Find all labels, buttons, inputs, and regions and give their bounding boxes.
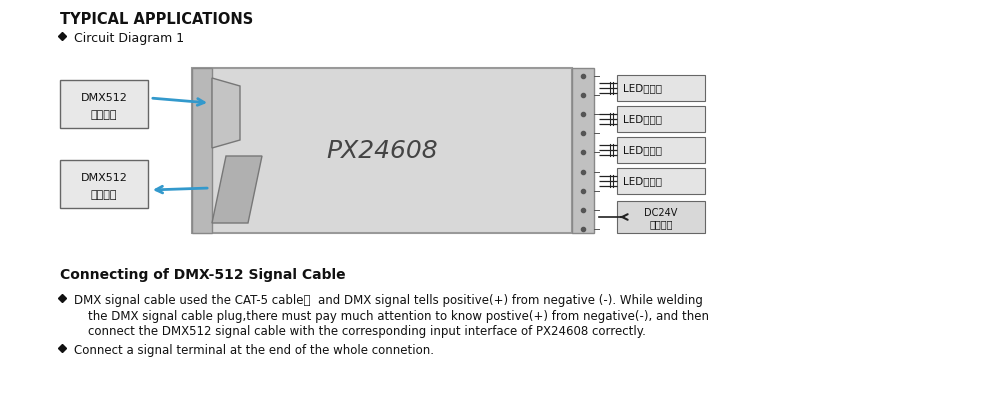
Bar [617,106,705,132]
Text: Connect a signal terminal at the end of the whole connetion.: Connect a signal terminal at the end of … [74,344,434,357]
Text: PX24608: PX24608 [326,139,438,163]
Bar [60,80,148,128]
Bar [617,137,705,163]
Text: 信号输入: 信号输入 [91,110,118,120]
Text: DMX signal cable used the CAT-5 cable，  and DMX signal tells positive(+) from ne: DMX signal cable used the CAT-5 cable， a… [74,294,703,307]
Bar [617,75,705,101]
Text: DC24V: DC24V [644,208,677,218]
Bar [192,68,572,233]
Text: DMX512: DMX512 [80,173,128,183]
Polygon shape [212,78,240,148]
Text: 电源供给: 电源供给 [649,219,673,229]
Text: connect the DMX512 signal cable with the corresponding input interface of PX2460: connect the DMX512 signal cable with the… [88,325,646,338]
Bar [617,201,705,233]
Text: TYPICAL APPLICATIONS: TYPICAL APPLICATIONS [60,12,253,27]
Bar [617,168,705,194]
Text: Circuit Diagram 1: Circuit Diagram 1 [74,32,184,45]
Text: LED调光器: LED调光器 [623,145,662,155]
Text: LED调光器: LED调光器 [623,83,662,93]
Text: Connecting of DMX-512 Signal Cable: Connecting of DMX-512 Signal Cable [60,268,345,282]
Text: LED调光器: LED调光器 [623,176,662,186]
Bar [572,68,594,233]
Text: DMX512: DMX512 [80,93,128,103]
Text: LED调光器: LED调光器 [623,114,662,124]
Polygon shape [212,156,262,223]
Text: 信号输出: 信号输出 [91,190,118,200]
Bar [192,68,212,233]
Bar [60,160,148,208]
Text: the DMX signal cable plug,there must pay much attention to know postive(+) from : the DMX signal cable plug,there must pay… [88,310,709,323]
